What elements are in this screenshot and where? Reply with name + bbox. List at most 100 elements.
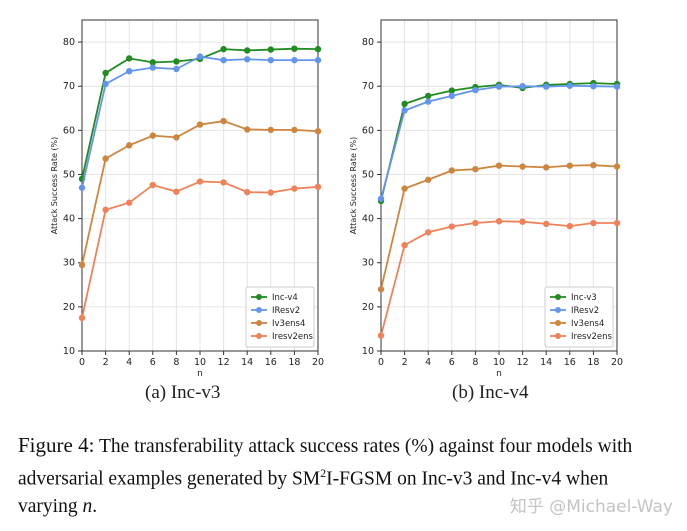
- data-point-iresv2: [196, 53, 204, 60]
- y-tick-label: 70: [362, 81, 374, 92]
- data-point-iresv2ens: [472, 219, 479, 227]
- y-tick-label: 10: [362, 346, 374, 357]
- data-point-iv3ens4: [244, 126, 251, 133]
- data-point-iv3ens4: [519, 163, 526, 170]
- y-tick-label: 20: [63, 302, 75, 313]
- x-tick-label: 16: [564, 357, 576, 368]
- x-tick-label: 14: [241, 357, 253, 368]
- data-point-iresv2: [291, 56, 298, 64]
- y-tick-label: 20: [362, 302, 374, 313]
- y-tick-label: 10: [63, 346, 75, 357]
- x-axis-label-a: n: [197, 369, 203, 379]
- data-point-inc-v4: [102, 69, 109, 77]
- data-point-inc-v4: [126, 55, 133, 62]
- chart-a: 10 20 30 40 50 60 70 80 0 2 4 6 8 10 12 14 16 18 20 n Attack…: [50, 19, 324, 379]
- y-tick-label: 50: [362, 169, 374, 180]
- legend-label-inc-v3: Inc-v3: [571, 293, 597, 303]
- data-point-iresv2: [495, 83, 503, 90]
- legend-marker-iresv2: [256, 307, 262, 313]
- x-tick-label: 6: [449, 357, 455, 368]
- legend-marker-inc-v4: [256, 294, 262, 300]
- data-point-iv3ens4: [472, 165, 479, 173]
- data-point-iresv2ens: [613, 219, 621, 227]
- y-axis-label-b: Attack Success Rate (%): [349, 137, 358, 235]
- legend-label-iv3ens4: Iv3ens4: [571, 319, 604, 329]
- y-tick-label: 30: [63, 258, 75, 269]
- caption-variable: n: [82, 495, 93, 517]
- data-point-iresv2: [149, 64, 156, 71]
- data-point-iv3ens4: [613, 163, 621, 170]
- x-tick-label: 12: [218, 357, 230, 368]
- data-point-iv3ens4: [149, 132, 156, 139]
- data-point-inc-v3: [425, 92, 432, 100]
- data-point-iresv2ens: [291, 185, 298, 192]
- data-point-iresv2: [314, 56, 322, 64]
- data-point-iv3ens4: [291, 126, 298, 134]
- legend-a: [245, 286, 315, 348]
- data-point-iresv2: [448, 92, 455, 100]
- x-tick-label: 10: [194, 357, 206, 368]
- data-point-iresv2: [543, 83, 550, 90]
- legend-label-iresv2: IResv2: [571, 306, 599, 316]
- data-point-iresv2: [425, 98, 432, 105]
- legend-label-iresv2ens: Iresv2ens: [571, 332, 613, 342]
- data-point-iresv2: [244, 56, 251, 63]
- data-point-iv3ens4: [448, 167, 455, 174]
- data-point-iresv2ens: [314, 183, 322, 191]
- data-point-iresv2ens: [519, 218, 526, 225]
- legend-marker-iresv2ens: [256, 333, 262, 339]
- data-point-inc-v4: [291, 45, 298, 52]
- legend-label-iresv2: IResv2: [272, 306, 300, 316]
- data-point-iv3ens4: [566, 162, 573, 169]
- x-tick-label: 0: [79, 357, 85, 368]
- data-point-iresv2: [377, 195, 385, 202]
- data-point-iresv2ens: [220, 179, 227, 186]
- legend-marker-inc-v3: [555, 294, 561, 300]
- data-point-iresv2: [102, 80, 109, 88]
- data-point-iresv2ens: [495, 218, 503, 225]
- data-point-iv3ens4: [78, 261, 86, 269]
- data-point-iv3ens4: [196, 121, 204, 128]
- x-tick-label: 18: [587, 357, 599, 368]
- data-point-iv3ens4: [377, 286, 385, 293]
- x-tick-label: 20: [611, 357, 623, 368]
- y-tick-label: 60: [362, 125, 374, 136]
- data-point-iresv2ens: [149, 181, 156, 189]
- chart-b: 10 20 30 40 50 60 70 80 0 2 4 6 8 10 12 14 16 18 20 n Attack…: [349, 19, 623, 379]
- data-point-iresv2ens: [401, 241, 408, 249]
- caption-text-2: I-FGSM on Inc-v3 and Inc-v4 when varying: [18, 468, 609, 517]
- data-point-iresv2ens: [102, 206, 109, 213]
- data-point-iv3ens4: [102, 155, 109, 162]
- data-point-inc-v4: [173, 58, 180, 65]
- x-tick-label: 8: [173, 357, 179, 368]
- y-tick-label: 40: [362, 214, 374, 225]
- y-tick-label: 70: [63, 81, 75, 92]
- data-point-iv3ens4: [267, 126, 274, 134]
- legend-marker-iv3ens4: [256, 320, 262, 326]
- x-tick-label: 14: [540, 357, 552, 368]
- data-point-iresv2ens: [543, 220, 550, 228]
- data-point-inc-v3: [401, 100, 408, 108]
- data-point-iresv2ens: [566, 222, 573, 230]
- caption-label: Figure 4:: [18, 433, 95, 457]
- data-point-iresv2: [401, 107, 408, 114]
- data-point-iresv2: [519, 83, 526, 90]
- x-axis-label-b: n: [496, 369, 502, 379]
- y-tick-label: 40: [63, 214, 75, 225]
- subcaption-b: (b) Inc-v4: [452, 382, 529, 403]
- y-tick-label: 30: [362, 258, 374, 269]
- x-tick-label: 10: [493, 357, 505, 368]
- data-point-iv3ens4: [314, 128, 322, 135]
- caption-text-1: The transferability attack success rates…: [18, 436, 633, 490]
- x-tick-label: 18: [288, 357, 300, 368]
- x-tick-label: 8: [472, 357, 478, 368]
- legend-label-iresv2ens: Iresv2ens: [272, 332, 314, 342]
- data-point-iresv2ens: [196, 178, 204, 185]
- data-point-iresv2: [472, 86, 479, 94]
- data-point-iresv2: [220, 56, 227, 64]
- caption-end: .: [92, 495, 98, 517]
- x-tick-label: 4: [425, 357, 431, 368]
- x-tick-label: 20: [312, 357, 324, 368]
- x-tick-label: 0: [378, 357, 384, 368]
